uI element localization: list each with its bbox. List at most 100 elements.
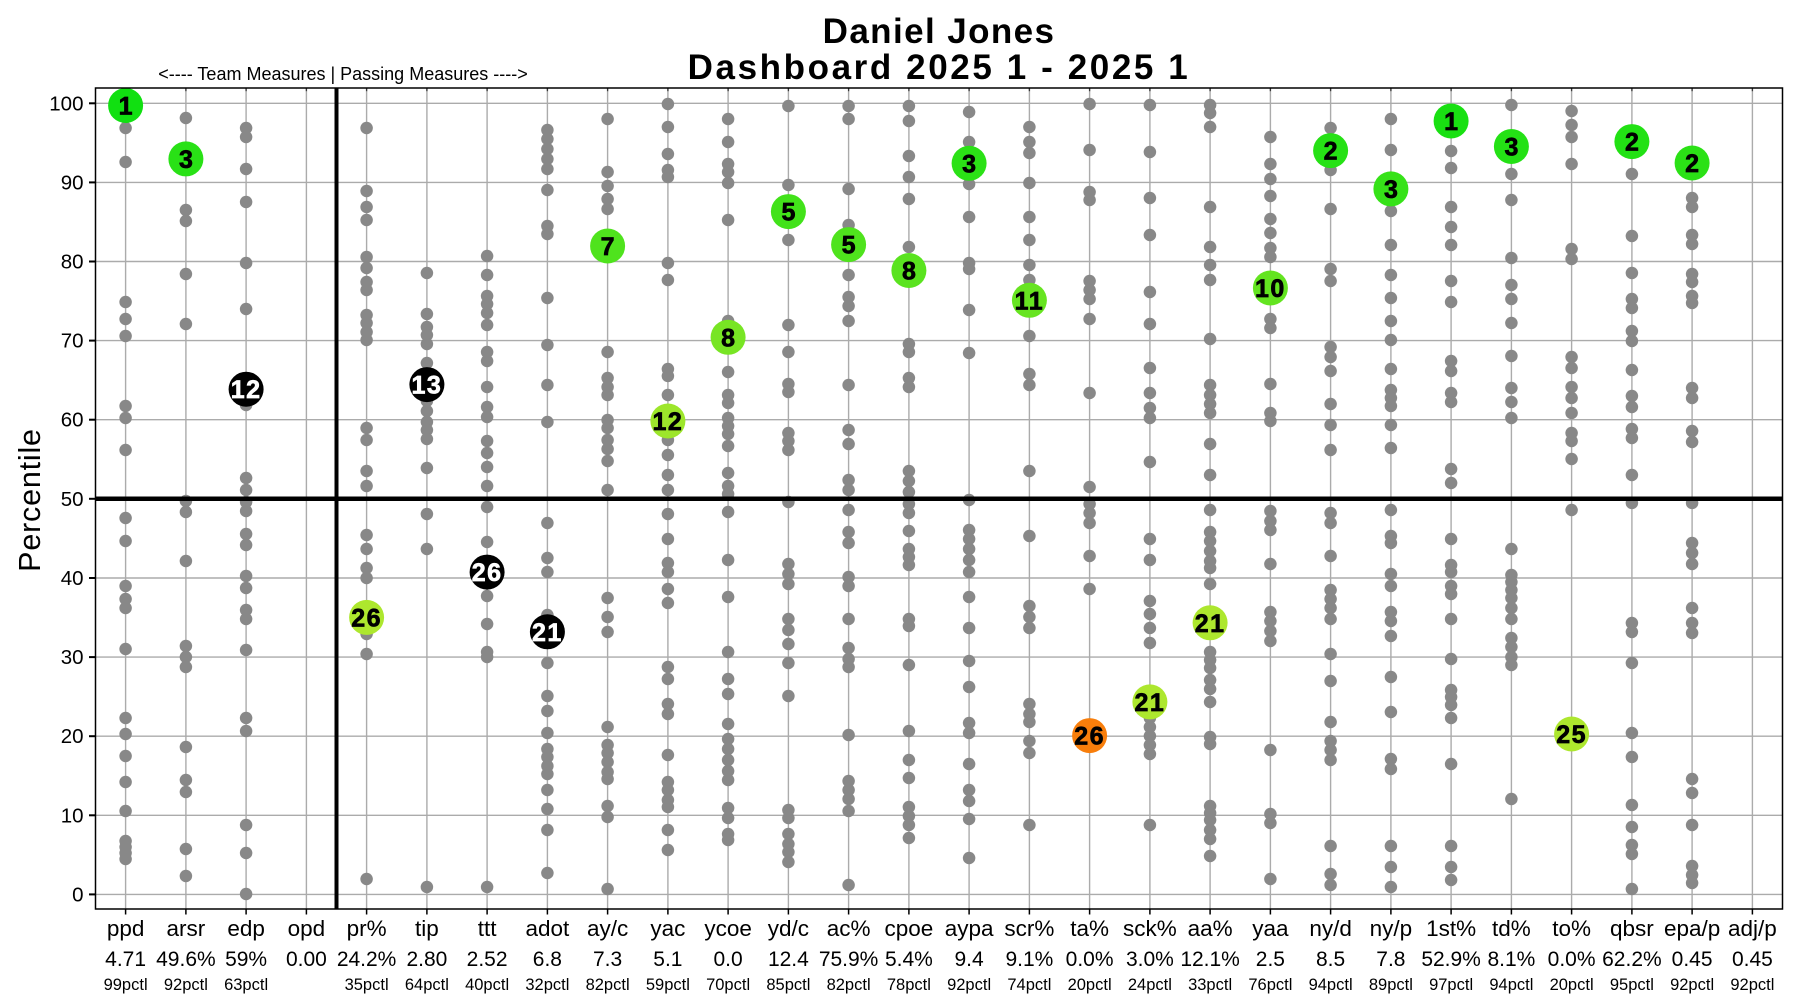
svg-text:10: 10 <box>61 804 84 827</box>
svg-text:yaa: yaa <box>1252 916 1289 941</box>
svg-text:76pctl: 76pctl <box>1248 976 1292 994</box>
svg-text:edp: edp <box>227 916 265 941</box>
svg-text:adot: adot <box>526 916 571 941</box>
svg-text:74pctl: 74pctl <box>1007 976 1051 994</box>
svg-text:12: 12 <box>652 408 683 436</box>
svg-text:89pctl: 89pctl <box>1369 976 1413 994</box>
svg-text:82pctl: 82pctl <box>827 976 871 994</box>
svg-text:opd: opd <box>288 916 326 941</box>
svg-text:12.4: 12.4 <box>768 948 809 971</box>
svg-text:5.4%: 5.4% <box>885 948 933 971</box>
svg-text:62.2%: 62.2% <box>1602 948 1662 971</box>
svg-text:90: 90 <box>61 171 84 194</box>
svg-text:92pctl: 92pctl <box>1670 976 1714 994</box>
svg-text:2.80: 2.80 <box>406 948 447 971</box>
svg-text:7.8: 7.8 <box>1376 948 1405 971</box>
svg-text:tip: tip <box>415 916 439 941</box>
svg-text:11: 11 <box>1015 287 1044 315</box>
svg-text:0.0: 0.0 <box>713 948 742 971</box>
svg-text:7.3: 7.3 <box>593 948 622 971</box>
svg-text:ac%: ac% <box>827 916 871 941</box>
svg-text:63pctl: 63pctl <box>224 976 268 994</box>
svg-text:59%: 59% <box>225 948 267 971</box>
svg-text:3: 3 <box>1504 134 1518 162</box>
svg-text:35pctl: 35pctl <box>345 976 389 994</box>
svg-text:70: 70 <box>61 330 84 353</box>
svg-text:92pctl: 92pctl <box>1730 976 1774 994</box>
svg-text:9.4: 9.4 <box>954 948 984 971</box>
svg-text:4.71: 4.71 <box>105 948 146 971</box>
svg-text:80: 80 <box>61 251 84 274</box>
svg-text:Percentile: Percentile <box>13 428 47 572</box>
svg-text:26: 26 <box>351 604 382 632</box>
svg-text:ny/d: ny/d <box>1309 916 1352 941</box>
svg-text:94pctl: 94pctl <box>1309 976 1353 994</box>
svg-text:to%: to% <box>1552 916 1591 941</box>
svg-text:10: 10 <box>1255 275 1286 303</box>
svg-text:2.5: 2.5 <box>1256 948 1285 971</box>
svg-text:6.8: 6.8 <box>533 948 562 971</box>
svg-text:85pctl: 85pctl <box>766 976 810 994</box>
svg-text:12: 12 <box>231 376 262 404</box>
svg-text:5: 5 <box>781 199 795 227</box>
svg-text:9.1%: 9.1% <box>1005 948 1053 971</box>
svg-text:<---- Team Measures | Passing: <---- Team Measures | Passing Measures -… <box>158 64 527 84</box>
svg-text:yac: yac <box>650 916 685 941</box>
svg-text:70pctl: 70pctl <box>706 976 750 994</box>
svg-text:aa%: aa% <box>1188 916 1233 941</box>
svg-text:0.0%: 0.0% <box>1548 948 1596 971</box>
svg-text:2.52: 2.52 <box>467 948 508 971</box>
svg-text:arsr: arsr <box>167 916 206 941</box>
svg-text:20pctl: 20pctl <box>1550 976 1594 994</box>
svg-text:95pctl: 95pctl <box>1610 976 1654 994</box>
svg-text:0: 0 <box>72 883 83 906</box>
svg-text:qbsr: qbsr <box>1610 916 1654 941</box>
svg-text:13: 13 <box>411 372 442 400</box>
svg-text:26: 26 <box>472 559 503 587</box>
svg-text:20: 20 <box>61 725 84 748</box>
svg-text:7: 7 <box>601 233 615 261</box>
svg-text:ycoe: ycoe <box>704 916 752 941</box>
svg-text:Dashboard 2025 1 - 2025 1: Dashboard 2025 1 - 2025 1 <box>688 48 1191 87</box>
svg-text:1: 1 <box>119 93 133 121</box>
svg-text:99pctl: 99pctl <box>104 976 148 994</box>
svg-text:ppd: ppd <box>107 916 145 941</box>
svg-text:40pctl: 40pctl <box>465 976 509 994</box>
svg-text:30: 30 <box>61 646 84 669</box>
svg-text:24.2%: 24.2% <box>337 948 397 971</box>
svg-text:0.45: 0.45 <box>1672 948 1713 971</box>
svg-text:25: 25 <box>1556 721 1587 749</box>
svg-text:97pctl: 97pctl <box>1429 976 1473 994</box>
svg-text:3: 3 <box>962 150 976 178</box>
svg-text:82pctl: 82pctl <box>586 976 630 994</box>
svg-text:5: 5 <box>842 232 856 260</box>
svg-text:0.00: 0.00 <box>286 948 327 971</box>
svg-text:49.6%: 49.6% <box>156 948 216 971</box>
svg-text:92pctl: 92pctl <box>164 976 208 994</box>
svg-text:8.5: 8.5 <box>1316 948 1345 971</box>
svg-text:ay/c: ay/c <box>587 916 628 941</box>
svg-text:33pctl: 33pctl <box>1188 976 1232 994</box>
svg-text:92pctl: 92pctl <box>947 976 991 994</box>
svg-text:78pctl: 78pctl <box>887 976 931 994</box>
svg-text:0.0%: 0.0% <box>1066 948 1114 971</box>
svg-text:2: 2 <box>1625 129 1639 157</box>
svg-text:adj/p: adj/p <box>1728 916 1777 941</box>
svg-text:1st%: 1st% <box>1426 916 1476 941</box>
svg-text:40: 40 <box>61 567 84 590</box>
svg-text:ny/p: ny/p <box>1370 916 1413 941</box>
svg-text:12.1%: 12.1% <box>1180 948 1240 971</box>
svg-text:50: 50 <box>61 488 84 511</box>
svg-text:Daniel Jones: Daniel Jones <box>823 12 1056 51</box>
svg-text:20pctl: 20pctl <box>1068 976 1112 994</box>
svg-text:sck%: sck% <box>1123 916 1177 941</box>
svg-text:8: 8 <box>721 324 735 352</box>
svg-text:ta%: ta% <box>1070 916 1109 941</box>
svg-text:1: 1 <box>1444 108 1458 136</box>
svg-text:100: 100 <box>49 92 83 115</box>
svg-text:0.45: 0.45 <box>1732 948 1773 971</box>
svg-text:2: 2 <box>1324 138 1338 166</box>
svg-text:52.9%: 52.9% <box>1421 948 1481 971</box>
svg-text:5.1: 5.1 <box>653 948 682 971</box>
svg-text:pr%: pr% <box>347 916 387 941</box>
